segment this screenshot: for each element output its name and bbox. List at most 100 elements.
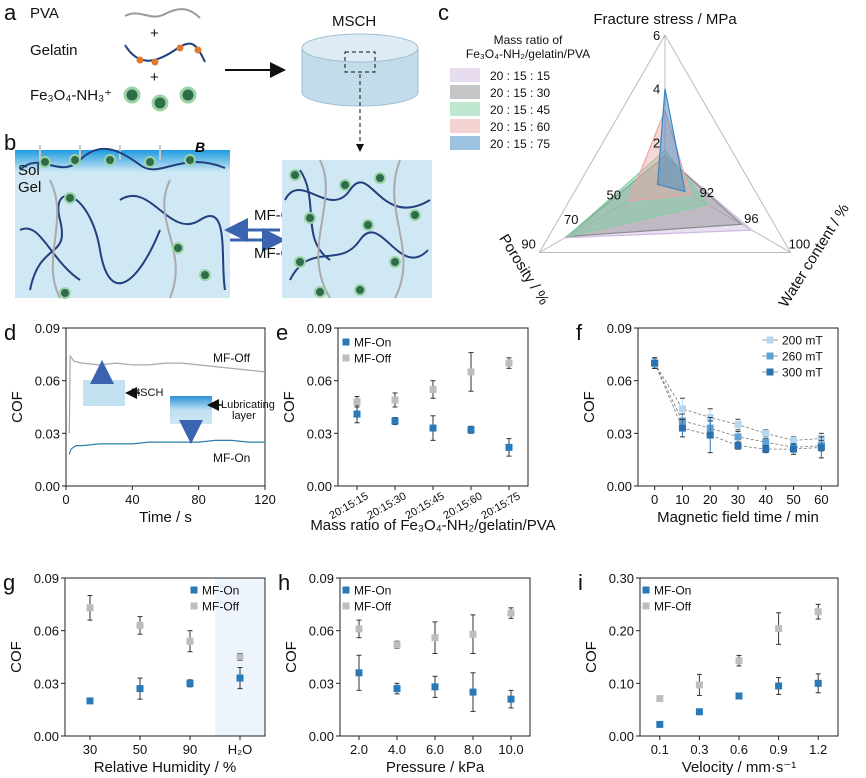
y-tick-label: 0.03	[307, 426, 332, 441]
data-point	[762, 438, 770, 446]
legend-swatch	[450, 119, 480, 133]
lubricating-inset	[170, 396, 212, 424]
legend-swatch	[450, 68, 480, 82]
x-tick-label: 30	[83, 742, 97, 757]
legend-marker	[342, 338, 350, 346]
data-point	[735, 692, 743, 700]
legend-swatch	[450, 136, 480, 150]
data-point	[86, 697, 94, 705]
x-tick-label: 60	[814, 492, 828, 507]
y-tick-label: 0.00	[607, 479, 632, 494]
x-axis-label: Mass ratio of Fe₃O₄-NH₂/gelatin/PVA	[310, 517, 555, 534]
magnetic-field-label: B	[195, 139, 205, 155]
data-point	[817, 443, 825, 451]
data-point	[429, 385, 437, 393]
panel-a-schematic: a PVA + Gelatin + Fe₃O₄-NH₃⁺ MSCH	[4, 0, 419, 152]
data-point	[236, 653, 244, 661]
x-tick-label: 8.0	[464, 742, 482, 757]
panel-label: d	[4, 320, 16, 345]
nanoparticles	[39, 154, 211, 299]
data-point	[651, 359, 659, 367]
plot-frame	[64, 577, 266, 737]
data-point	[186, 679, 194, 687]
data-point	[775, 682, 783, 690]
y-tick-label: 0.00	[309, 729, 334, 744]
legend-title: Mass ratio of	[494, 33, 563, 47]
legend-marker	[190, 586, 198, 594]
gelatin-chain-icon	[124, 42, 206, 66]
legend-title: Fe₃O₄-NH₂/gelatin/PVA	[466, 47, 590, 61]
plot-frame	[65, 327, 266, 487]
y-tick-label: 0.06	[307, 374, 332, 389]
legend-label: 200 mT	[782, 334, 823, 348]
y-axis-label: COF	[281, 391, 298, 423]
data-point	[734, 442, 742, 450]
x-axis-label: Magnetic field time / min	[657, 509, 819, 526]
data-point	[353, 410, 361, 418]
data-point	[678, 424, 686, 432]
legend-label: 20 : 15 : 45	[490, 103, 550, 117]
data-point	[507, 695, 515, 703]
radar-tick-label: 50	[607, 187, 621, 202]
data-point	[656, 720, 664, 728]
lubricating-label: layer	[232, 410, 256, 422]
legend-label: 20 : 15 : 30	[490, 86, 550, 100]
x-tick-label: 120	[254, 492, 276, 507]
legend-label: 20 : 15 : 60	[490, 120, 550, 134]
data-point	[814, 679, 822, 687]
y-tick-label: 0.03	[35, 426, 60, 441]
x-tick-label: 4.0	[388, 742, 406, 757]
x-tick-label: 90	[183, 742, 197, 757]
legend-label: 260 mT	[782, 350, 823, 364]
x-tick-label: 80	[191, 492, 205, 507]
legend-marker	[342, 354, 350, 362]
y-tick-label: 0.03	[607, 426, 632, 441]
plus-sign: +	[150, 25, 159, 42]
data-point	[431, 683, 439, 691]
data-point	[734, 433, 742, 441]
data-point	[507, 609, 515, 617]
radar-axis-label: Fracture stress / MPa	[593, 11, 737, 28]
legend-marker	[766, 368, 774, 376]
x-tick-label: 1.2	[809, 742, 827, 757]
y-tick-label: 0.09	[34, 571, 59, 586]
data-point	[762, 445, 770, 453]
radar-chart: c 2 4 6 92 96 100 50 70 90 Fracture stress / MPa Wa…	[438, 0, 853, 310]
data-point	[775, 625, 783, 633]
chart-panel-e: e0.000.030.060.0920:15:1520:15:3020:15:4…	[276, 320, 556, 534]
x-axis-label: Velocity / mm·s⁻¹	[682, 759, 797, 776]
radar-tick-label: 4	[653, 82, 660, 97]
data-point	[391, 417, 399, 425]
y-tick-label: 0.20	[609, 624, 634, 639]
data-point	[505, 443, 513, 451]
x-tick-label: 40	[125, 492, 139, 507]
panel-label: a	[4, 0, 17, 25]
radar-series-4	[656, 88, 686, 193]
x-tick-label: 0.6	[730, 742, 748, 757]
data-point	[762, 429, 770, 437]
y-tick-label: 0.09	[309, 571, 334, 586]
data-point	[678, 405, 686, 413]
series-line-0	[68, 354, 266, 434]
y-axis-label: COF	[283, 641, 300, 673]
data-point	[136, 621, 144, 629]
legend-label: MF-On	[354, 584, 391, 598]
radar-axis	[539, 179, 666, 253]
data-point	[186, 637, 194, 645]
nanoparticle-icons	[123, 86, 197, 112]
x-tick-label: 50	[133, 742, 147, 757]
x-tick-label: 40	[759, 492, 773, 507]
data-point	[790, 436, 798, 444]
mf-off-annotation: MF-Off	[213, 351, 251, 365]
chart-panel-i: i 0.00 0.10 0.20 0.30 0.1 0.3 0.6 0.9 1.2 COF Veloc…	[578, 570, 839, 776]
legend-marker	[342, 602, 350, 610]
pva-label: PVA	[30, 5, 59, 22]
data-point	[86, 604, 94, 612]
pva-chain-icon	[124, 8, 201, 19]
data-point	[355, 669, 363, 677]
data-point	[814, 608, 822, 616]
chart-panel-g: g 0.00 0.03 0.06 0.09 30 50 90 H₂O COF Relative Hu…	[3, 570, 266, 776]
legend-marker	[766, 352, 774, 360]
radar-tick-label: 100	[789, 237, 811, 252]
chart-panel-d: d 0.00 0.03 0.06 0.09 0 40 80 120 COF Time / s MF-O…	[4, 320, 276, 526]
